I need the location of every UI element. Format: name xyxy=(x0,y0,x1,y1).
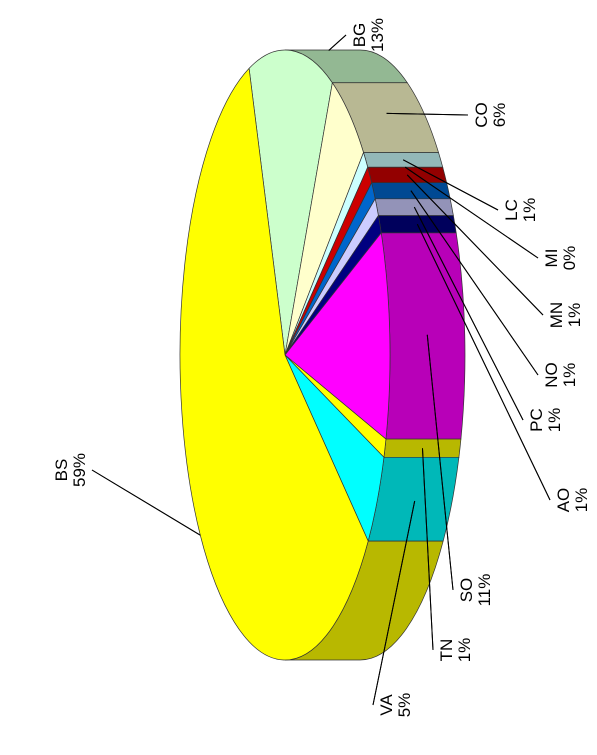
slice-value-label: 1% xyxy=(455,638,474,663)
slice-label: BS xyxy=(52,459,71,482)
slice-value-label: 5% xyxy=(395,693,414,718)
slice-label: LC xyxy=(502,199,521,221)
slice-value-label: 1% xyxy=(572,488,591,513)
leader-line xyxy=(404,166,539,259)
leader-line xyxy=(410,190,539,376)
slice-value-label: 1% xyxy=(520,198,539,223)
slice-label: CO xyxy=(472,102,491,128)
slice-label: BG xyxy=(350,23,369,48)
slice-value-label: 11% xyxy=(475,574,494,607)
pie-group: BG 13%CO 6%LC 1%MI 0%MN 1%NO 1%PC 1%AO 1%SO 11%TN… xyxy=(52,18,591,717)
slice-label: PC xyxy=(527,408,546,432)
slice-value-label: 1% xyxy=(565,303,584,328)
leader-line xyxy=(402,159,499,211)
slice-label: SO xyxy=(457,578,476,603)
slice-value-label: 0% xyxy=(560,246,579,271)
slice-label: MN xyxy=(547,302,566,328)
leader-line xyxy=(91,469,201,536)
slice-value-label: 6% xyxy=(490,103,509,128)
leader-line xyxy=(406,174,544,316)
slice-label: AO xyxy=(554,488,573,513)
leader-line xyxy=(386,112,469,116)
leader-line xyxy=(426,334,454,591)
slice-label: VA xyxy=(377,694,396,716)
slice-label: MI xyxy=(542,249,561,268)
leader-line xyxy=(421,448,434,651)
slice xyxy=(284,232,391,440)
slice-label: NO xyxy=(542,362,561,388)
leader-line xyxy=(413,206,524,421)
slice-label: TN xyxy=(437,639,456,662)
slice-value-label: 13% xyxy=(368,18,387,52)
leader-line xyxy=(416,223,551,501)
slice-value-label: 1% xyxy=(545,408,564,433)
leader-line xyxy=(372,500,416,706)
slice-side xyxy=(380,232,466,440)
slice xyxy=(248,49,333,356)
slice-value-label: 59% xyxy=(70,453,89,487)
leader-line xyxy=(328,34,347,51)
slice-value-label: 1% xyxy=(560,363,579,388)
